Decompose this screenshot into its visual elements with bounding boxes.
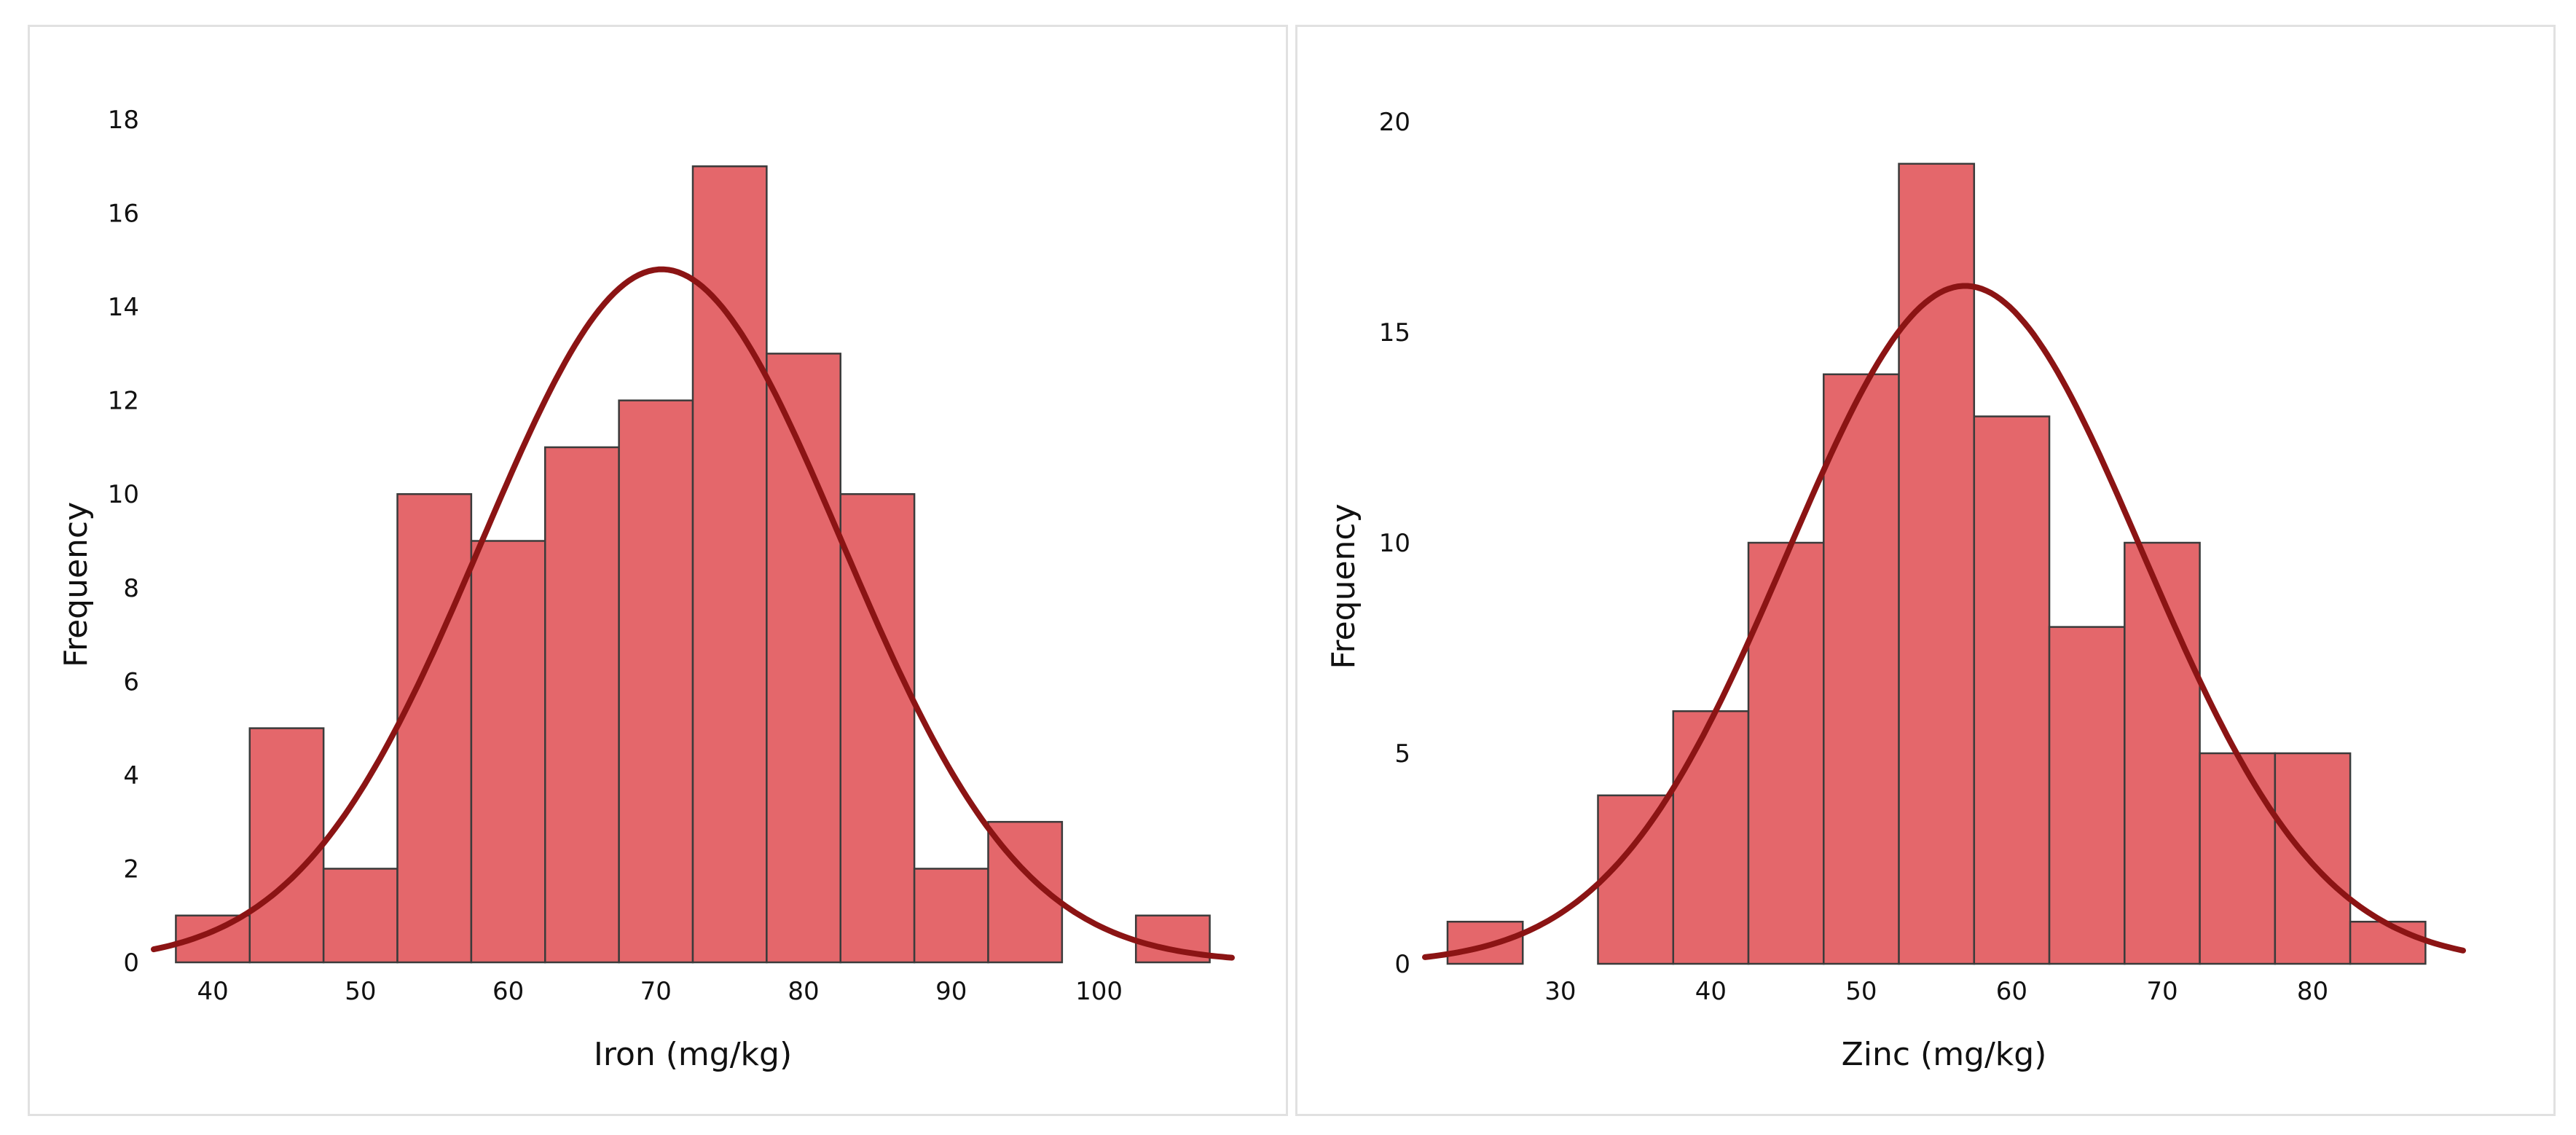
iron-y-tick-label: 16 bbox=[108, 200, 139, 229]
iron-y-tick-label: 2 bbox=[123, 855, 139, 884]
iron-bar bbox=[691, 165, 768, 964]
zinc-y-tick-label: 10 bbox=[1379, 529, 1410, 558]
zinc-bar bbox=[1823, 373, 1900, 965]
iron-x-tick-label: 100 bbox=[1075, 977, 1123, 1006]
zinc-bar bbox=[1973, 415, 2051, 965]
zinc-bar bbox=[2349, 920, 2427, 965]
zinc-x-tick-label: 70 bbox=[2146, 977, 2178, 1006]
iron-x-tick-label: 70 bbox=[640, 977, 672, 1006]
zinc-bar bbox=[1597, 794, 1675, 965]
zinc-bar bbox=[1446, 920, 1524, 965]
zinc-bar bbox=[2048, 626, 2126, 965]
zinc-histogram-chart: 0 5 10 15 20 30 40 50 60 70 80 Zinc (mg/kg) Frequ… bbox=[1325, 108, 2466, 1073]
iron-y-tick-label: 6 bbox=[123, 667, 139, 696]
zinc-normal-curve bbox=[1422, 283, 2466, 960]
iron-x-tick-label: 80 bbox=[788, 977, 819, 1006]
zinc-bar bbox=[1672, 710, 1750, 965]
iron-y-axis-title: Frequency bbox=[58, 502, 95, 667]
zinc-x-tick-label: 30 bbox=[1544, 977, 1576, 1006]
iron-y-tick-label: 0 bbox=[123, 949, 139, 978]
iron-bar bbox=[544, 446, 620, 964]
zinc-bar bbox=[1747, 541, 1825, 965]
iron-bar bbox=[396, 492, 473, 964]
iron-y-tick-label: 12 bbox=[108, 387, 139, 416]
zinc-histogram-panel: 0 5 10 15 20 30 40 50 60 70 80 Zinc (mg/kg) Frequ… bbox=[1295, 25, 2556, 1116]
iron-normal-curve bbox=[151, 266, 1235, 961]
zinc-bar bbox=[2124, 541, 2201, 965]
iron-x-tick-label: 60 bbox=[492, 977, 524, 1006]
zinc-bar bbox=[2274, 752, 2352, 965]
iron-bar bbox=[322, 868, 398, 964]
iron-x-tick-label: 50 bbox=[345, 977, 376, 1006]
zinc-y-tick-label: 20 bbox=[1379, 108, 1410, 137]
iron-y-tick-label: 10 bbox=[108, 480, 139, 509]
iron-histogram-chart: 0 2 4 6 8 10 12 14 16 18 40 50 60 70 80 90 100 Iron (mg… bbox=[58, 106, 1235, 1073]
iron-bar bbox=[913, 868, 989, 964]
iron-y-tick-label: 4 bbox=[123, 761, 139, 790]
iron-bar bbox=[766, 353, 841, 964]
iron-y-tick-label: 18 bbox=[108, 106, 139, 135]
iron-bar bbox=[248, 727, 325, 964]
zinc-y-tick-label: 0 bbox=[1394, 950, 1410, 979]
iron-histogram-panel: 0 2 4 6 8 10 12 14 16 18 40 50 60 70 80 90 100 Iron (mg… bbox=[28, 25, 1288, 1116]
iron-bar bbox=[618, 399, 694, 964]
zinc-x-axis-title: Zinc (mg/kg) bbox=[1842, 1036, 2047, 1073]
zinc-x-tick-label: 60 bbox=[1996, 977, 2027, 1006]
zinc-bar bbox=[2199, 752, 2277, 965]
iron-y-tick-label: 14 bbox=[108, 293, 139, 322]
zinc-x-tick-label: 40 bbox=[1695, 977, 1727, 1006]
iron-y-tick-label: 8 bbox=[123, 574, 139, 603]
zinc-y-axis-title: Frequency bbox=[1325, 503, 1362, 669]
iron-bar bbox=[470, 540, 546, 964]
zinc-x-tick-label: 80 bbox=[2297, 977, 2328, 1006]
zinc-y-tick-label: 5 bbox=[1394, 739, 1410, 769]
zinc-x-tick-label: 50 bbox=[1845, 977, 1877, 1006]
iron-x-axis-title: Iron (mg/kg) bbox=[594, 1036, 792, 1073]
iron-x-tick-label: 40 bbox=[197, 977, 228, 1006]
iron-x-tick-label: 90 bbox=[935, 977, 967, 1006]
zinc-y-tick-label: 15 bbox=[1379, 318, 1410, 347]
